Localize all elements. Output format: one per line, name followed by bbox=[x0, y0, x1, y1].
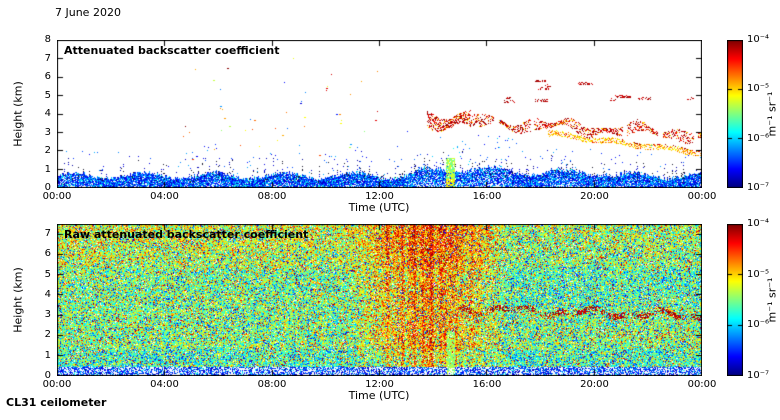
x-tick-label: 16:00 bbox=[472, 379, 502, 390]
x-axis-label-bottom: Time (UTC) bbox=[348, 389, 410, 402]
panel-title-attenuated: Attenuated backscatter coefficient bbox=[64, 44, 280, 57]
x-axis-label-top: Time (UTC) bbox=[348, 201, 410, 214]
y-tick-label: 3 bbox=[44, 309, 51, 321]
x-tick-label: 20:00 bbox=[580, 191, 609, 202]
colorbar-tick-label: 10⁻⁵ bbox=[747, 268, 770, 280]
colorbar-unit-label-top: m⁻¹ sr⁻¹ bbox=[765, 91, 779, 137]
y-tick-label: 4 bbox=[44, 288, 51, 300]
x-tick-label: 00:00 bbox=[42, 191, 72, 202]
colorbar-tick-label: 10⁻⁵ bbox=[747, 83, 770, 95]
colorbar-tick-label: 10⁻⁴ bbox=[747, 34, 770, 45]
x-tick-label: 20:00 bbox=[580, 379, 609, 390]
x-tick-label: 04:00 bbox=[150, 191, 179, 202]
y-tick-label: 0 bbox=[44, 370, 51, 381]
x-tick-label: 00:00 bbox=[42, 379, 72, 390]
y-tick-label: 4 bbox=[44, 108, 51, 119]
x-tick-label: 16:00 bbox=[472, 191, 502, 202]
y-tick-label: 1 bbox=[44, 163, 51, 175]
y-tick-label: 0 bbox=[44, 182, 51, 193]
x-tick-label: 08:00 bbox=[257, 379, 287, 390]
y-tick-label: 6 bbox=[44, 248, 51, 260]
x-tick-label: 00:00 bbox=[687, 191, 717, 202]
colorbar-unit-label-bottom: m⁻¹ sr⁻¹ bbox=[765, 277, 779, 323]
colorbar-tick-label: 10⁻⁷ bbox=[747, 182, 770, 193]
x-tick-label: 04:00 bbox=[150, 379, 179, 390]
instrument-label: CL31 ceilometer bbox=[6, 396, 107, 409]
panel-title-raw: Raw attenuated backscatter coefficient bbox=[64, 228, 309, 241]
colorbar-bottom bbox=[727, 224, 743, 376]
raw-attenuated-backscatter-heatmap bbox=[57, 224, 702, 376]
x-tick-label: 12:00 bbox=[365, 191, 394, 202]
x-tick-label: 12:00 bbox=[365, 379, 394, 390]
y-tick-label: 6 bbox=[44, 71, 51, 82]
colorbar-top bbox=[727, 40, 743, 188]
y-tick-label: 2 bbox=[44, 329, 51, 341]
colorbar-tick-label: 10⁻⁷ bbox=[747, 370, 770, 381]
colorbar-tick-label: 10⁻⁶ bbox=[747, 132, 770, 144]
x-tick-label: 00:00 bbox=[687, 379, 717, 390]
colorbar-tick-label: 10⁻⁶ bbox=[747, 319, 770, 331]
y-tick-label: 5 bbox=[44, 89, 51, 101]
y-tick-label: 8 bbox=[44, 34, 51, 45]
attenuated-backscatter-heatmap bbox=[57, 40, 702, 188]
y-tick-label: 1 bbox=[44, 349, 51, 361]
y-tick-label: 2 bbox=[44, 145, 51, 156]
y-tick-label: 7 bbox=[44, 228, 51, 240]
date-label: 7 June 2020 bbox=[55, 6, 121, 19]
y-tick-label: 5 bbox=[44, 268, 51, 280]
x-tick-label: 08:00 bbox=[257, 191, 287, 202]
colorbar-tick-label: 10⁻⁴ bbox=[747, 218, 770, 229]
y-tick-label: 3 bbox=[44, 126, 51, 138]
y-tick-label: 7 bbox=[44, 52, 51, 64]
